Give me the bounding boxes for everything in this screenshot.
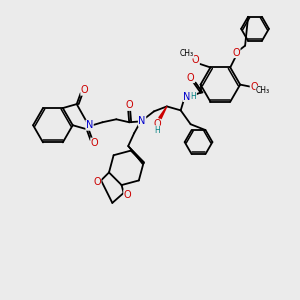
Text: O: O — [232, 48, 240, 58]
Polygon shape — [128, 146, 144, 164]
Text: CH₃: CH₃ — [256, 86, 270, 95]
Text: O: O — [125, 100, 133, 110]
Text: H: H — [191, 92, 197, 101]
Text: O: O — [192, 55, 200, 64]
Polygon shape — [159, 106, 167, 119]
Text: N: N — [183, 92, 190, 101]
Text: CH₃: CH₃ — [180, 49, 194, 58]
Text: O: O — [250, 82, 258, 92]
Text: O: O — [93, 177, 101, 188]
Text: O: O — [153, 119, 161, 129]
Text: O: O — [187, 73, 194, 83]
Text: O: O — [91, 138, 98, 148]
Text: O: O — [124, 190, 131, 200]
Text: N: N — [86, 120, 93, 130]
Text: N: N — [138, 116, 146, 126]
Text: H: H — [154, 126, 160, 135]
Text: O: O — [81, 85, 88, 95]
